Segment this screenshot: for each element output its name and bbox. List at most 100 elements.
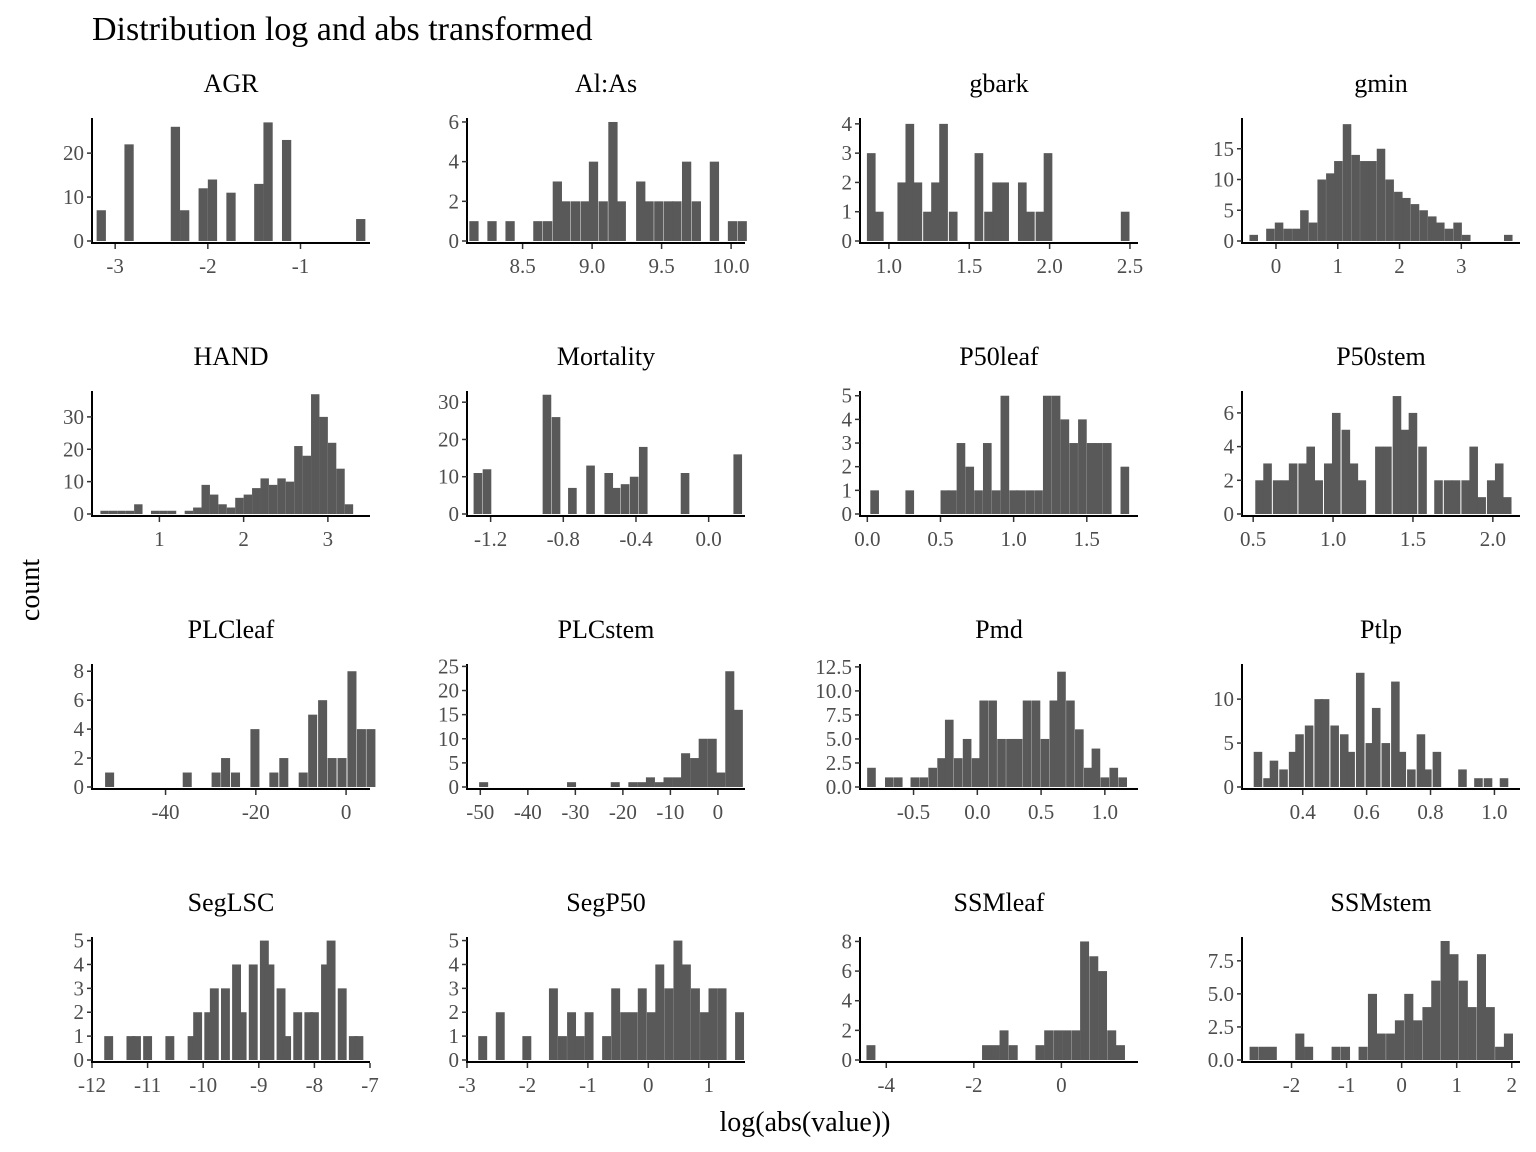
histogram-bar-hand-21 [294,446,303,514]
x-tick-label-seglsc-2: -10 [189,1073,217,1097]
histogram-bar-p50leaf-20 [1094,443,1103,514]
histogram-bar-ssmleaf-1 [982,1045,992,1060]
panel-hand: HAND 0 10 20 30 1 2 3 [63,342,370,551]
panel-agr: AGR 0 10 20 -3 -2 -1 [63,69,370,278]
x-tick-label-pmd-1: 0.0 [964,800,990,824]
histogram-bar-ssmstem-21 [1485,1007,1495,1060]
histogram-bar-seglsc-16 [282,1036,292,1060]
histogram-bar-p50leaf-5 [965,466,975,514]
histogram-bar-segp50-21 [717,988,727,1060]
histogram-bar-segp50-3 [548,988,558,1060]
histogram-bar-pmd-0 [867,767,876,787]
x-tick-label-al-as-3: 10.0 [713,254,750,278]
x-tick-label-ptlp-3: 1.0 [1481,800,1507,824]
histogram-bar-mortality-11 [680,473,690,514]
histogram-bar-plcleaf-1 [182,772,192,787]
histogram-bar-p50leaf-21 [1102,443,1112,514]
x-tick-label-p50stem-0: 0.5 [1240,527,1266,551]
y-tick-label-gbark-2: 2 [842,170,853,194]
panel-title-p50leaf: P50leaf [959,342,1039,371]
histogram-bar-al-as-20 [709,161,720,241]
histogram-bar-plcstem-3 [628,782,638,787]
y-tick-label-gmin-2: 10 [1213,168,1234,192]
histogram-bar-al-as-14 [644,201,654,241]
histogram-bar-al-as-7 [570,201,581,241]
panel-title-ssmleaf: SSMleaf [954,888,1045,917]
panel-title-gbark: gbark [969,69,1028,98]
histogram-bar-mortality-10 [638,446,648,514]
histogram-bar-seglsc-11 [237,1012,247,1060]
y-tick-label-ssmleaf-3: 6 [842,959,853,983]
histogram-bar-p50leaf-12 [1025,490,1035,514]
histogram-bar-p50leaf-0 [870,490,879,514]
histogram-bar-ssmleaf-6 [1044,1030,1054,1060]
histogram-bar-p50stem-17 [1408,412,1418,514]
histogram-bar-ssmstem-23 [1503,1033,1513,1060]
histogram-bar-al-as-8 [580,201,590,241]
x-tick-label-segp50-2: -1 [579,1073,597,1097]
histogram-bar-al-as-9 [588,161,599,241]
y-tick-label-ptlp-2: 10 [1213,687,1234,711]
histogram-bar-ssmleaf-5 [1035,1045,1045,1060]
histogram-bar-gmin-21 [1436,222,1445,241]
histogram-bar-hand-22 [302,455,312,514]
y-tick-label-plcleaf-1: 2 [74,746,85,770]
histogram-bar-hand-5 [150,510,160,514]
x-tick-label-pmd-2: 0.5 [1028,800,1054,824]
panel-plcleaf: PLCleaf 0 2 4 6 8 -40 -20 0 [74,615,376,824]
x-tick-label-hand-2: 3 [323,527,334,551]
histogram-bar-p50stem-8 [1323,463,1333,514]
y-tick-label-p50stem-1: 2 [1224,468,1235,492]
histogram-bar-ssmstem-0 [1249,1046,1259,1060]
y-tick-label-ptlp-1: 5 [1224,731,1235,755]
histogram-bar-ssmstem-6 [1340,1046,1351,1060]
histogram-bar-p50leaf-9 [1000,395,1010,514]
histogram-bar-mortality-0 [473,473,483,514]
histogram-bar-al-as-6 [561,201,571,241]
histogram-bar-ptlp-1 [1263,778,1272,787]
x-tick-label-gbark-1: 1.5 [956,254,982,278]
y-tick-label-ssmstem-3: 7.5 [1208,949,1234,973]
histogram-bar-gmin-10 [1342,124,1352,241]
x-tick-label-pmd-0: -0.5 [897,800,930,824]
x-tick-label-segp50-1: -2 [519,1073,537,1097]
x-tick-label-seglsc-5: -7 [361,1073,379,1097]
y-tick-label-plcstem-2: 10 [438,727,459,751]
histogram-bar-pmd-18 [1040,738,1050,787]
histogram-bar-plcleaf-0 [105,772,115,787]
histogram-bar-hand-3 [125,510,135,514]
panel-gmin: gmin 0 5 10 15 0 1 2 3 [1213,69,1520,278]
histogram-bar-p50leaf-14 [1042,395,1052,514]
histogram-bar-plcleaf-11 [327,758,337,787]
y-tick-label-seglsc-1: 1 [74,1024,85,1048]
histogram-bar-gbark-9 [974,153,984,241]
panel-title-plcleaf: PLCleaf [188,615,275,644]
histogram-bar-ptlp-9 [1330,725,1339,787]
histogram-bar-segp50-11 [628,1012,638,1060]
histogram-bar-gmin-19 [1419,210,1428,241]
y-tick-label-mortality-0: 0 [449,502,460,526]
histogram-bar-hand-12 [218,504,227,514]
histogram-bar-ssmleaf-11 [1089,956,1099,1060]
histogram-bar-hand-27 [344,504,354,514]
histogram-bar-pmd-11 [979,700,989,787]
histogram-bar-gmin-1 [1266,228,1275,241]
histogram-bar-ssmleaf-2 [990,1045,1000,1060]
x-tick-label-plcstem-5: 0 [713,800,724,824]
histogram-bar-ssmstem-5 [1331,1046,1341,1060]
x-tick-label-plcleaf-2: 0 [341,800,352,824]
histogram-bar-plcleaf-12 [337,758,347,787]
histogram-bar-al-as-18 [681,161,692,241]
x-tick-label-agr-1: -2 [199,254,217,278]
histogram-bar-plcstem-9 [681,753,691,787]
y-tick-label-plcleaf-2: 4 [74,717,85,741]
histogram-bar-pmd-2 [893,777,903,787]
histogram-bar-seglsc-0 [104,1036,114,1060]
histogram-bar-gbark-5 [923,211,932,241]
y-tick-label-plcstem-1: 5 [449,751,460,775]
x-tick-label-ssmleaf-2: 0 [1056,1073,1067,1097]
y-tick-label-mortality-2: 20 [438,427,459,451]
histogram-bar-al-as-17 [672,201,682,241]
histogram-bar-agr-8 [263,122,273,241]
histogram-bar-ptlp-10 [1339,734,1349,787]
